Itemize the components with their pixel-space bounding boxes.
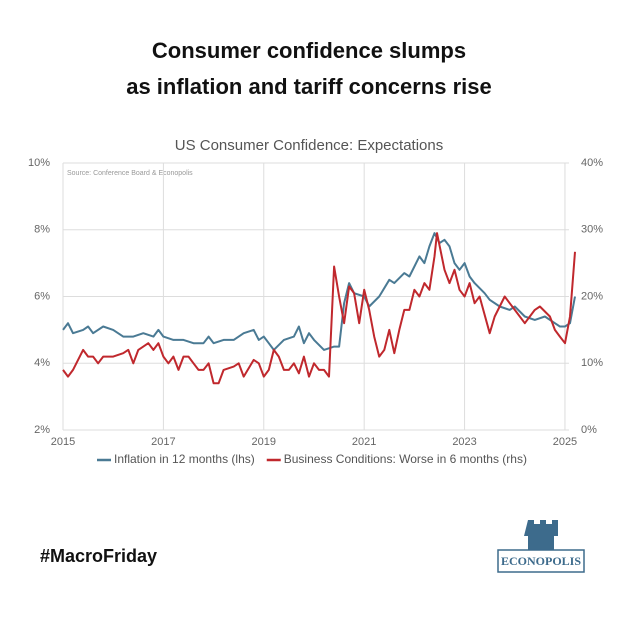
y2-tick-label: 10% bbox=[581, 357, 603, 369]
legend-label: Business Conditions: Worse in 6 months (… bbox=[284, 452, 527, 466]
legend-label: Inflation in 12 months (lhs) bbox=[114, 452, 255, 466]
headline: Consumer confidence slumps bbox=[152, 38, 466, 63]
x-tick-label: 2021 bbox=[352, 436, 376, 448]
plot: 2% 4% 6% 8% 10% 0% 10% 20% 30% 40% 2015 2017 2019 202… bbox=[28, 157, 603, 466]
x-tick-label: 2025 bbox=[553, 436, 577, 448]
y2-tick-label: 20% bbox=[581, 290, 603, 302]
source: Source: Conference Board & Econopolis bbox=[67, 170, 193, 177]
headline: as inflation and tariff concerns rise bbox=[126, 74, 492, 99]
logo-box bbox=[497, 549, 585, 573]
x-tick-label: 2015 bbox=[51, 436, 75, 448]
hashtag: #MacroFriday bbox=[40, 546, 157, 566]
series-line bbox=[62, 232, 576, 385]
y-tick-label: 10% bbox=[28, 157, 50, 169]
y-tick-label: 2% bbox=[34, 424, 50, 436]
y-tick-label: 4% bbox=[34, 357, 50, 369]
logo: ECONOPOLIS bbox=[497, 520, 585, 573]
y-tick-label: 8% bbox=[34, 224, 50, 236]
y2-tick-label: 40% bbox=[581, 157, 603, 169]
chart-title: US Consumer Confidence: Expectations bbox=[175, 137, 443, 154]
x-tick-label: 2019 bbox=[252, 436, 276, 448]
y-tick-label: 6% bbox=[34, 290, 50, 302]
logo-text: ECONOPOLIS bbox=[501, 554, 581, 568]
y2-tick-label: 0% bbox=[581, 424, 597, 436]
logo-tower bbox=[524, 520, 558, 550]
series-line bbox=[62, 232, 576, 351]
y2-tick-label: 30% bbox=[581, 224, 603, 236]
x-tick-label: 2017 bbox=[151, 436, 175, 448]
x-tick-label: 2023 bbox=[452, 436, 476, 448]
